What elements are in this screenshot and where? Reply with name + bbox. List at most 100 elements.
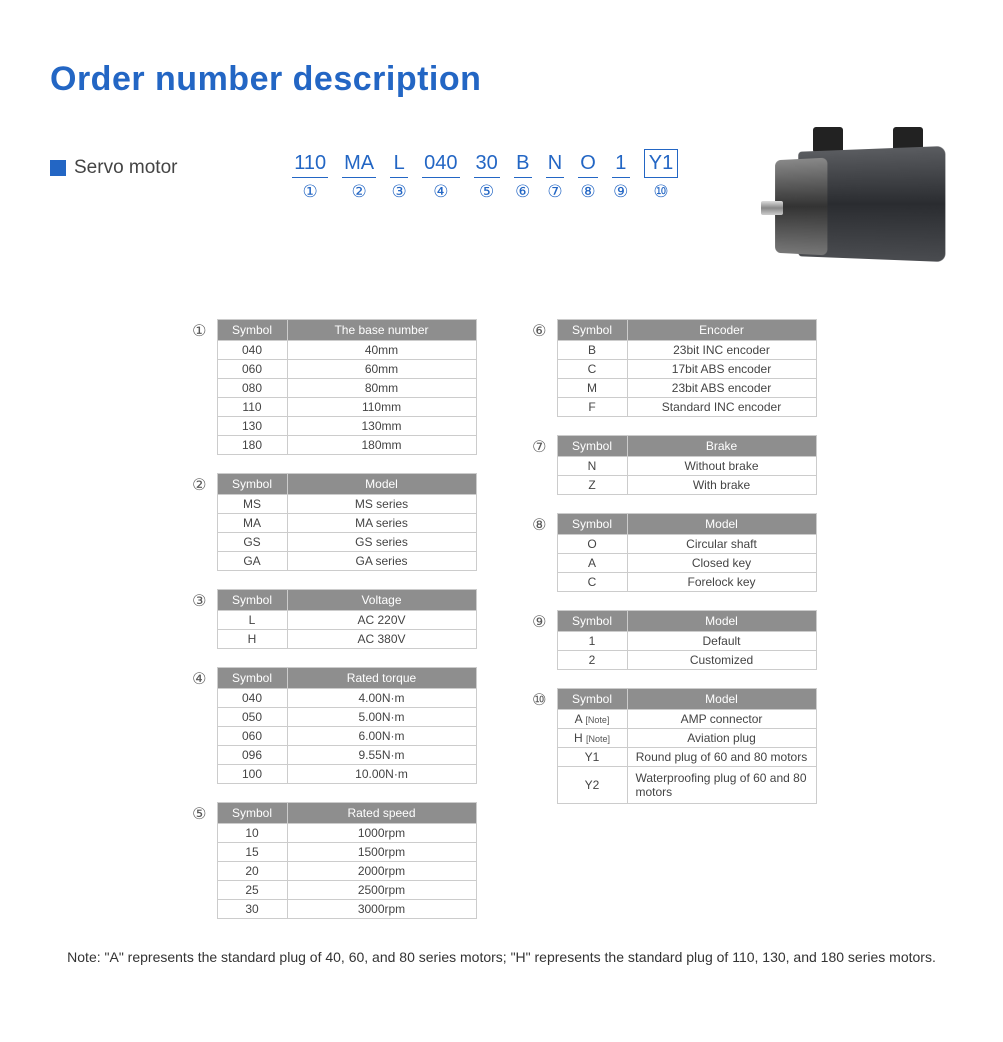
table-row: H [Note]Aviation plug <box>557 729 816 748</box>
table-cell: H <box>217 630 287 649</box>
table-cell: MA <box>217 514 287 533</box>
table-header: Symbol <box>217 320 287 341</box>
code-index: ① <box>292 182 328 202</box>
table-cell: 1 <box>557 632 627 651</box>
table-group: ④SymbolRated torque0404.00N·m0505.00N·m0… <box>187 667 477 784</box>
table-cell: 050 <box>217 708 287 727</box>
table-row: NWithout brake <box>557 457 816 476</box>
table-cell: 80mm <box>287 379 476 398</box>
code-value: L <box>390 152 408 178</box>
table-row: LAC 220V <box>217 611 476 630</box>
table-row: 2Customized <box>557 651 816 670</box>
table-cell: 10.00N·m <box>287 765 476 784</box>
table-header: Model <box>627 689 816 710</box>
table-cell: L <box>217 611 287 630</box>
table-cell: 3000rpm <box>287 900 476 919</box>
table-cell: Default <box>627 632 816 651</box>
code-index: ⑧ <box>578 182 598 202</box>
table-cell: A [Note] <box>557 710 627 729</box>
code-segment: Y1⑩ <box>644 149 678 202</box>
order-code-block: 110①MA②L③040④30⑤B⑥N⑦O⑧1⑨Y1⑩ <box>292 149 678 202</box>
table-header: Symbol <box>557 611 627 632</box>
table-cell: 2 <box>557 651 627 670</box>
table-row: B23bit INC encoder <box>557 341 816 360</box>
table-header: Model <box>627 514 816 535</box>
table-cell: 180 <box>217 436 287 455</box>
table-cell: B <box>557 341 627 360</box>
table-cell: 1000rpm <box>287 824 476 843</box>
table-cell: Round plug of 60 and 80 motors <box>627 748 816 767</box>
code-index: ⑨ <box>612 182 630 202</box>
code-value: 1 <box>612 152 630 178</box>
table-row: 151500rpm <box>217 843 476 862</box>
table-row: 0606.00N·m <box>217 727 476 746</box>
table-group: ③ SymbolVoltageLAC 220VHAC 380V <box>187 589 477 649</box>
table-cell: 5.00N·m <box>287 708 476 727</box>
table-cell: H [Note] <box>557 729 627 748</box>
table-header: The base number <box>287 320 476 341</box>
table-cell: 17bit ABS encoder <box>627 360 816 379</box>
table-group: ①SymbolThe base number04040mm06060mm0808… <box>187 319 477 455</box>
table-row: OCircular shaft <box>557 535 816 554</box>
table-cell: GA <box>217 552 287 571</box>
table-cell: AC 220V <box>287 611 476 630</box>
code-index: ⑦ <box>546 182 564 202</box>
table-cell: AC 380V <box>287 630 476 649</box>
table-header: Rated speed <box>287 803 476 824</box>
code-value: MA <box>342 152 376 178</box>
table-cell: 060 <box>217 727 287 746</box>
table-row: MAMA series <box>217 514 476 533</box>
table-row: Y2Waterproofing plug of 60 and 80 motors <box>557 767 816 804</box>
table-header: Brake <box>627 436 816 457</box>
table-row: CForelock key <box>557 573 816 592</box>
table-cell: 40mm <box>287 341 476 360</box>
table-index: ⑤ <box>187 804 207 824</box>
table-cell: 6.00N·m <box>287 727 476 746</box>
spec-table: SymbolThe base number04040mm06060mm08080… <box>217 319 477 455</box>
table-row: 110110mm <box>217 398 476 417</box>
table-row: 130130mm <box>217 417 476 436</box>
table-index: ③ <box>187 591 207 611</box>
table-group: ⑤SymbolRated speed101000rpm151500rpm2020… <box>187 802 477 919</box>
table-group: ⑥SymbolEncoderB23bit INC encoderC17bit A… <box>527 319 817 417</box>
table-header: Symbol <box>557 320 627 341</box>
table-cell: 040 <box>217 341 287 360</box>
code-segment: MA② <box>342 152 376 202</box>
table-cell: C <box>557 573 627 592</box>
table-cell: MS <box>217 495 287 514</box>
table-row: 180180mm <box>217 436 476 455</box>
table-header: Encoder <box>627 320 816 341</box>
code-index: ⑥ <box>514 182 532 202</box>
code-index: ③ <box>390 182 408 202</box>
table-group: ⑦SymbolBrakeNWithout brakeZWith brake <box>527 435 817 495</box>
table-cell: 096 <box>217 746 287 765</box>
table-row: 1Default <box>557 632 816 651</box>
code-segment: O⑧ <box>578 152 598 202</box>
table-cell: GS series <box>287 533 476 552</box>
table-index: ⑨ <box>527 612 547 632</box>
table-cell: GA series <box>287 552 476 571</box>
code-segment: 040④ <box>422 152 459 202</box>
code-segment: 1⑨ <box>612 152 630 202</box>
code-value: N <box>546 152 564 178</box>
page-title: Order number description <box>50 60 953 99</box>
table-row: GAGA series <box>217 552 476 571</box>
servo-motor-image <box>753 109 953 279</box>
spec-table: SymbolVoltageLAC 220VHAC 380V <box>217 589 477 649</box>
section-label-block: Servo motor <box>50 157 177 179</box>
table-cell: 040 <box>217 689 287 708</box>
table-header: Symbol <box>217 803 287 824</box>
table-row: M23bit ABS encoder <box>557 379 816 398</box>
spec-table: SymbolModelA [Note]AMP connectorH [Note]… <box>557 688 817 804</box>
right-column: ⑥SymbolEncoderB23bit INC encoderC17bit A… <box>527 319 817 919</box>
table-header: Symbol <box>217 590 287 611</box>
code-segment: L③ <box>390 152 408 202</box>
spec-table: SymbolModel1Default2Customized <box>557 610 817 670</box>
table-cell: 23bit ABS encoder <box>627 379 816 398</box>
table-cell: 23bit INC encoder <box>627 341 816 360</box>
spec-table: SymbolEncoderB23bit INC encoderC17bit AB… <box>557 319 817 417</box>
table-row: 08080mm <box>217 379 476 398</box>
table-header: Symbol <box>557 689 627 710</box>
table-cell: Waterproofing plug of 60 and 80 motors <box>627 767 816 804</box>
table-row: GSGS series <box>217 533 476 552</box>
